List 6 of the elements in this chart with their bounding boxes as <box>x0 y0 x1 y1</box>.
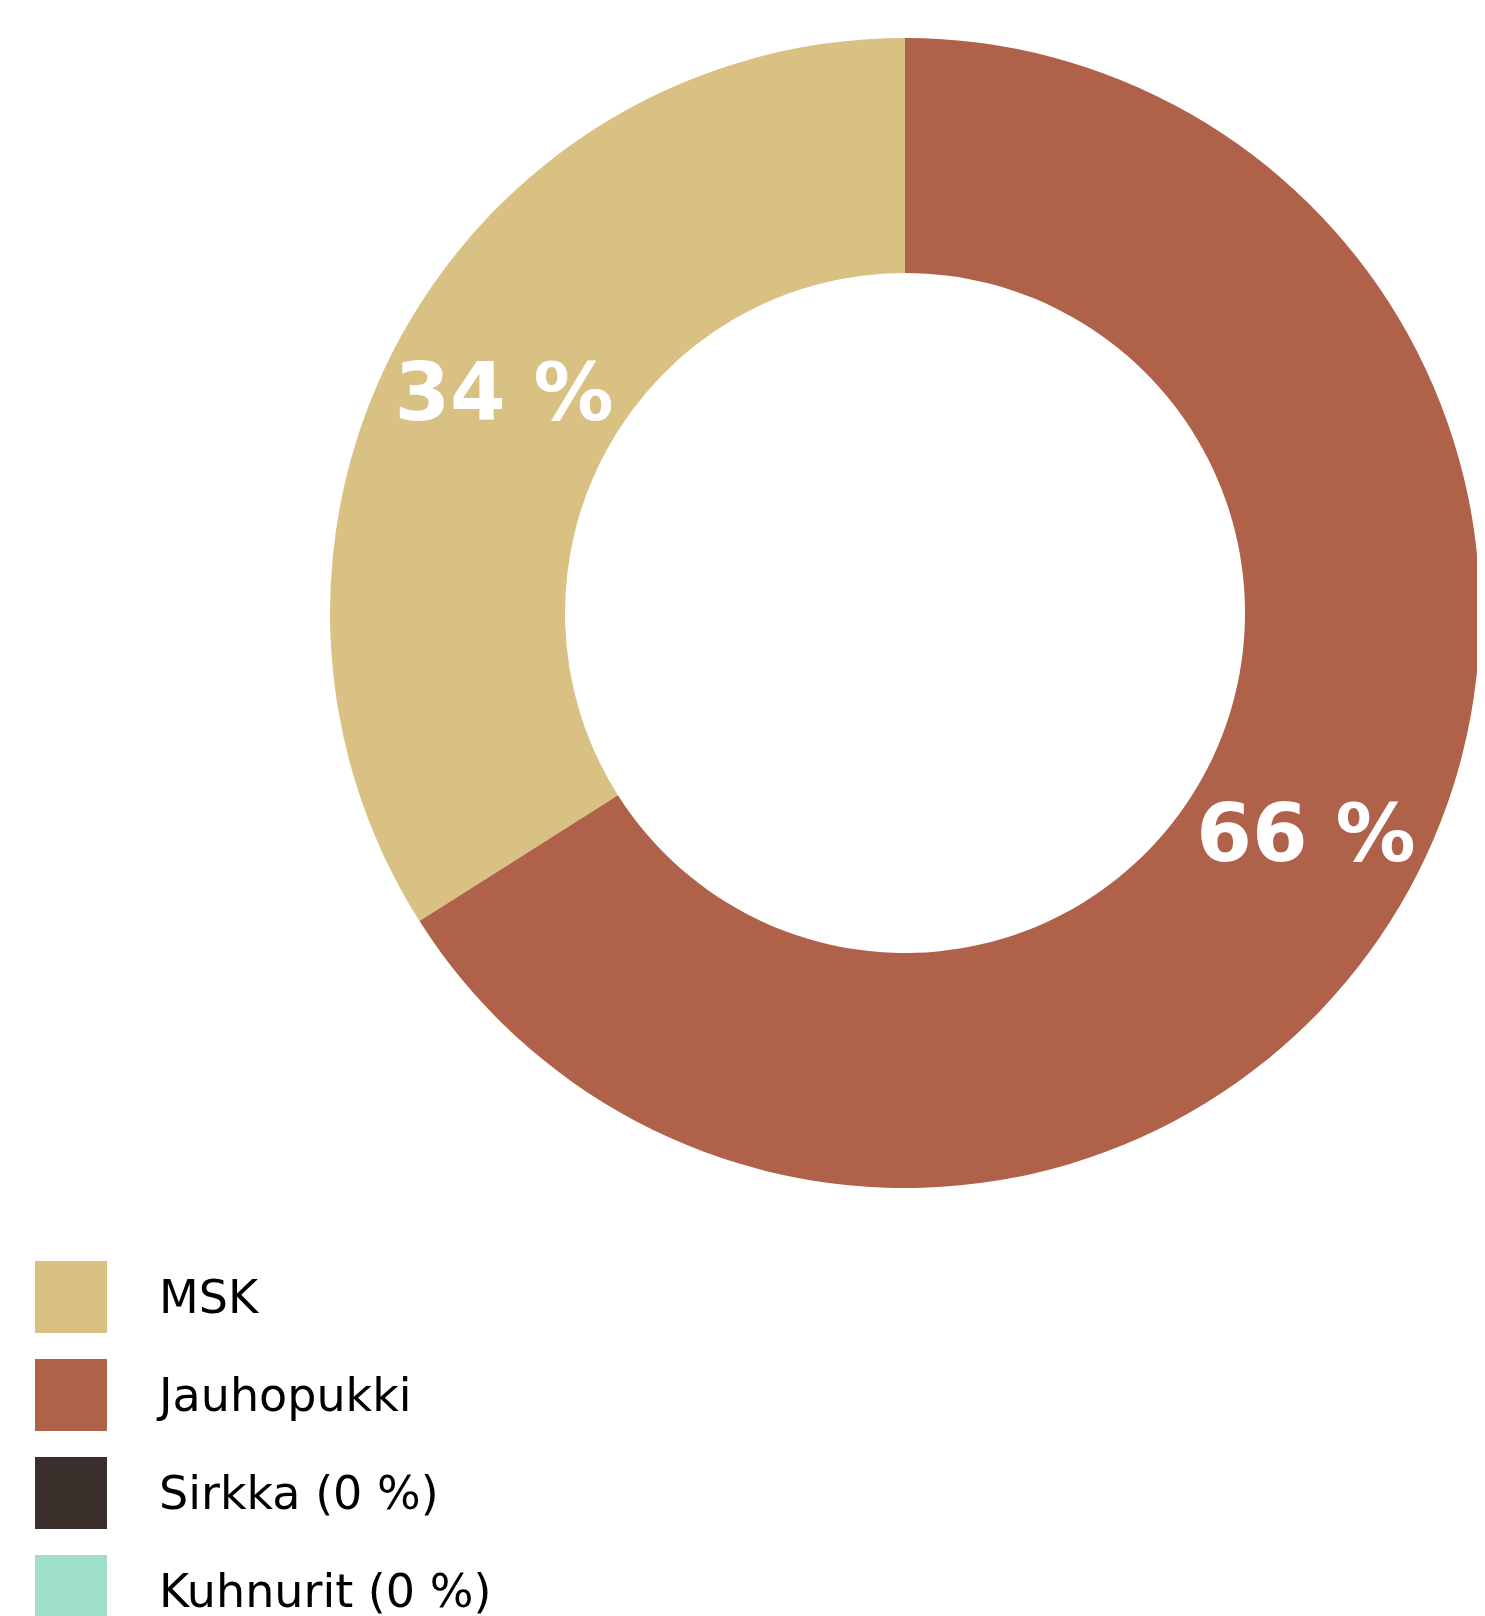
legend-label: MSK <box>159 1270 259 1324</box>
data-label: 66 % <box>1196 786 1416 880</box>
legend-label: Kuhnurit (0 %) <box>159 1564 492 1616</box>
donut-slice <box>331 38 905 922</box>
legend-label: Sirkka (0 %) <box>159 1466 439 1520</box>
data-label: 34 % <box>394 346 614 440</box>
